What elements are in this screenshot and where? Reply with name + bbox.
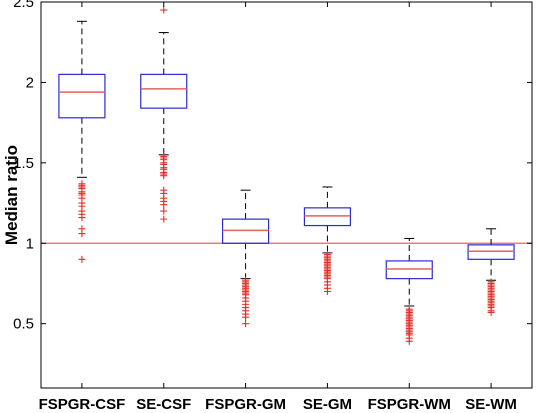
box-group-se-gm <box>303 186 352 295</box>
x-category-label: SE-WM <box>465 396 517 413</box>
outlier-point <box>242 320 250 328</box>
x-category-label: SE-GM <box>303 396 352 413</box>
outlier-point <box>160 207 168 215</box>
x-category-label: FSPGR-CSF <box>39 396 126 413</box>
outlier-point <box>160 6 168 14</box>
outlier-point <box>405 337 413 345</box>
box <box>467 244 515 260</box>
outlier-point <box>242 313 250 321</box>
x-category-label: FSPGR-GM <box>205 396 286 413</box>
y-tick-label: 2 <box>26 74 34 91</box>
outlier-point <box>487 308 495 316</box>
box <box>140 73 188 109</box>
box-group-se-wm <box>467 228 515 316</box>
outlier-point <box>160 172 168 180</box>
outlier-point <box>78 214 86 222</box>
y-tick-label: 2.5 <box>13 0 34 11</box>
box <box>385 260 433 280</box>
outlier-point <box>78 255 86 263</box>
axes-layer: 0.5 1 1.5 2 2.5 FSPGR-CSF SE-CSF FSPGR-GM SE-GM F… <box>13 0 533 413</box>
x-category-label: FSPGR-WM <box>368 396 451 413</box>
box-group-fspgr-wm <box>385 237 433 345</box>
box <box>303 207 352 227</box>
box-group-fspgr-gm <box>221 189 270 328</box>
box-group-fspgr-csf <box>58 20 106 263</box>
y-tick-label: 0.5 <box>13 316 34 333</box>
y-tick-label: 1.5 <box>13 155 34 172</box>
outlier-point <box>160 201 168 209</box>
outlier-point <box>78 230 86 238</box>
y-axis-title: Median ratio <box>2 145 21 245</box>
x-category-label: SE-CSF <box>136 396 191 413</box>
outlier-point <box>323 288 331 295</box>
y-tick-label: 1 <box>26 235 34 252</box>
box-group-se-csf <box>140 6 188 223</box>
box <box>58 73 106 119</box>
box <box>221 218 270 244</box>
outlier-point <box>160 215 168 223</box>
plot-frame <box>40 1 533 389</box>
boxes-layer <box>58 6 515 345</box>
